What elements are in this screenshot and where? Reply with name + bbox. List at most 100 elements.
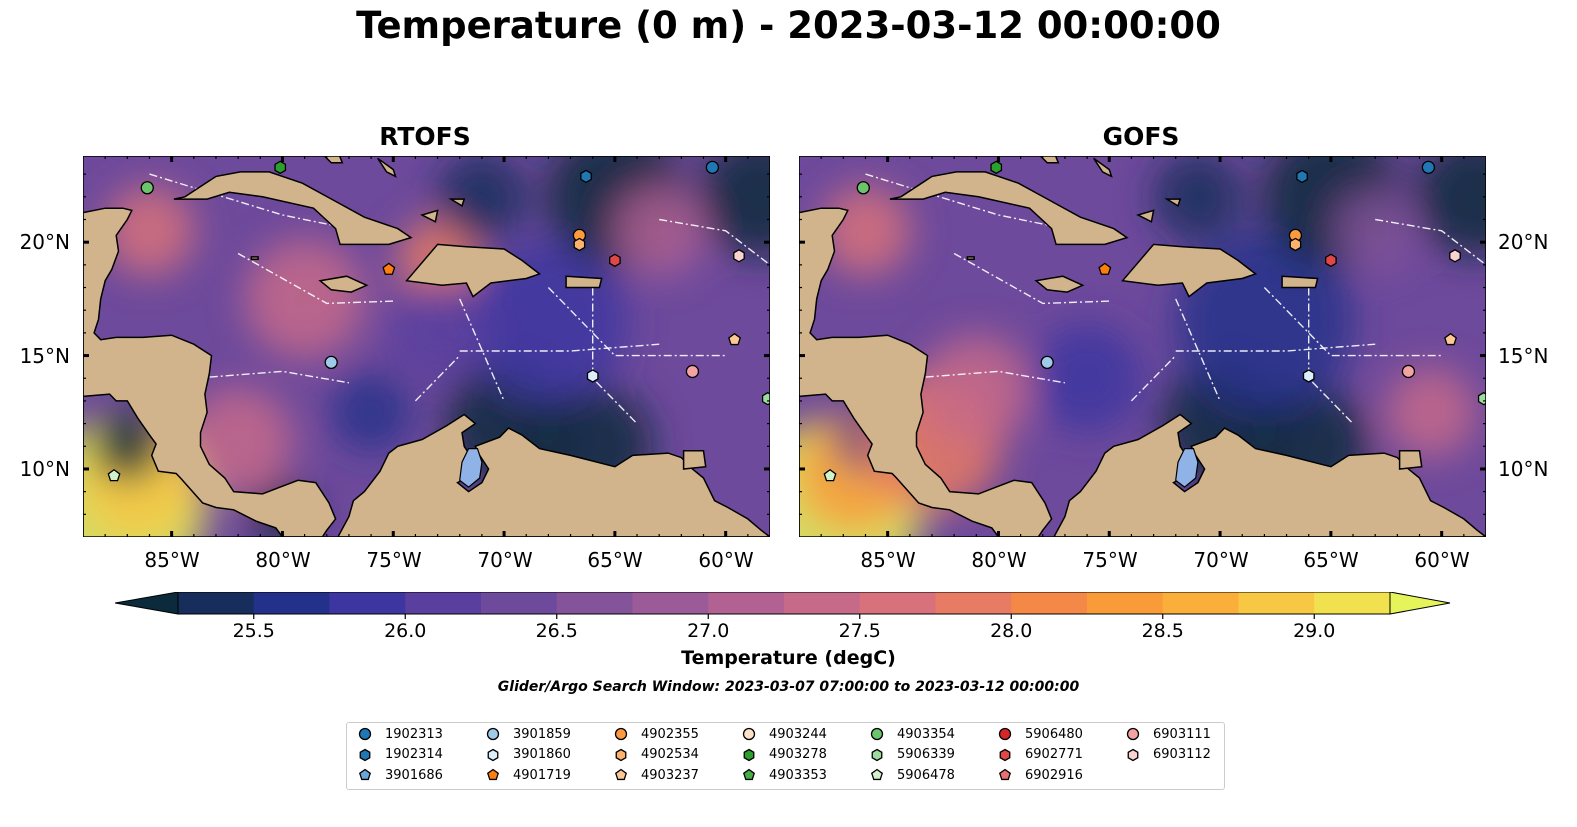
- legend-item-6903111: 6903111: [1125, 726, 1211, 742]
- legend-marker: [870, 727, 884, 741]
- legend-item-1902314: 1902314: [357, 747, 443, 763]
- float-marker-1902314: [1296, 169, 1308, 184]
- float-marker-6903111: [1401, 364, 1416, 379]
- legend-label: 1902313: [385, 726, 443, 742]
- legend-label: 3901686: [385, 767, 443, 783]
- lon-tick-label: 70°W: [1193, 548, 1249, 572]
- legend-marker: [358, 727, 372, 741]
- lat-tick-label: 15°N: [19, 344, 70, 368]
- legend-marker: [359, 748, 371, 761]
- float-marker-3901859: [324, 355, 338, 370]
- colorbar-segment: [253, 592, 330, 614]
- legend-label: 4903244: [769, 726, 827, 742]
- map-rtofs: [83, 156, 770, 537]
- lon-tick-label: 60°W: [698, 548, 754, 572]
- land-hispaniola: [1121, 243, 1258, 298]
- colorbar-over: [1389, 592, 1451, 615]
- legend-item-5906480: 5906480: [997, 726, 1083, 742]
- hexagon-marker-icon: [359, 748, 371, 761]
- float-marker-3901859: [1040, 355, 1054, 370]
- legend-label: 4903354: [897, 726, 955, 742]
- lat-tick-label: 10°N: [19, 457, 70, 481]
- float-marker-4903278: [274, 160, 287, 175]
- land-southamerica: [337, 413, 770, 537]
- legend-label: 6903111: [1153, 726, 1211, 742]
- legend-item-1902313: 1902313: [357, 726, 443, 742]
- float-marker-3901860: [1302, 369, 1315, 383]
- hexagon-marker-icon: [743, 748, 755, 761]
- land-hispaniola: [405, 243, 542, 298]
- circle-marker-icon: [486, 727, 500, 741]
- legend-marker: [487, 768, 499, 781]
- float-marker-4902534: [573, 237, 586, 252]
- float-marker-4902534: [1289, 237, 1302, 252]
- land-bahamas3: [1136, 209, 1155, 223]
- colorbar-tick-label: 25.5: [233, 620, 275, 642]
- lon-tick-label: 75°W: [1082, 548, 1138, 572]
- legend-marker: [615, 768, 627, 781]
- legend-item-4902355: 4902355: [613, 726, 699, 742]
- legend-item-4901719: 4901719: [485, 767, 571, 783]
- land-grandcayman: [250, 256, 259, 260]
- hexagon-marker-icon: [615, 748, 627, 761]
- lat-tick-label: 20°N: [19, 230, 70, 254]
- legend-label: 5906480: [1025, 726, 1083, 742]
- legend-item-4903353: 4903353: [741, 767, 827, 783]
- hexagon-marker-icon: [999, 748, 1011, 761]
- colorbar-tick-label: 28.0: [990, 620, 1032, 642]
- land-turks: [448, 198, 466, 208]
- legend-label: 5906339: [897, 747, 955, 762]
- float-marker-1902313: [705, 160, 720, 174]
- legend-marker: [486, 727, 500, 741]
- legend-item-6902916: 6902916: [997, 767, 1083, 783]
- circle-marker-icon: [742, 727, 756, 741]
- legend-label: 6902771: [1025, 747, 1083, 762]
- circle-marker-icon: [1126, 727, 1140, 741]
- lat-tick-label: 10°N: [1498, 457, 1549, 481]
- colorbar-under: [115, 592, 179, 615]
- colorbar-segment: [784, 592, 861, 614]
- pentagon-marker-icon: [999, 768, 1011, 781]
- lat-tick-label: 15°N: [1498, 344, 1549, 368]
- float-marker-6903112: [733, 249, 745, 263]
- legend-item-4902534: 4902534: [613, 747, 699, 763]
- colorbar-segment: [632, 592, 709, 614]
- legend-item-4903278: 4903278: [741, 747, 827, 763]
- lon-tick-label: 65°W: [1303, 548, 1359, 572]
- land-trinidad: [1398, 450, 1423, 470]
- float-marker-1902314: [580, 169, 592, 184]
- colorbar-segment: [178, 592, 255, 614]
- figure-title: Temperature (0 m) - 2023-03-12 00:00:00: [356, 4, 1221, 47]
- lon-tick-label: 85°W: [860, 548, 916, 572]
- legend-item-6902771: 6902771: [997, 747, 1083, 763]
- legend-marker: [487, 748, 499, 761]
- pentagon-marker-icon: [871, 768, 883, 781]
- colorbar-segment: [1162, 592, 1239, 614]
- legend-item-6903112: 6903112: [1125, 747, 1211, 763]
- legend-item-4903244: 4903244: [741, 726, 827, 742]
- legend-marker: [871, 748, 883, 761]
- lake-maracaibo: [459, 448, 483, 488]
- float-marker-4901719: [1098, 262, 1112, 275]
- colorbar-segment: [1238, 592, 1315, 614]
- legend-marker: [743, 748, 755, 761]
- legend-label: 4903353: [769, 767, 827, 783]
- legend-marker: [614, 727, 628, 741]
- legend-label: 1902314: [385, 747, 443, 762]
- land-bahamas1: [323, 156, 344, 164]
- land-jamaica: [318, 275, 369, 293]
- colorbar-tick-label: 26.5: [536, 620, 578, 642]
- colorbar-segment: [1087, 592, 1164, 614]
- legend-marker: [871, 768, 883, 781]
- colorbar-tick-label: 26.0: [384, 620, 426, 642]
- circle-marker-icon: [614, 727, 628, 741]
- land-bahamas2: [1093, 157, 1113, 178]
- legend-marker: [999, 748, 1011, 761]
- lon-tick-label: 75°W: [366, 548, 422, 572]
- land-jamaica: [1034, 275, 1085, 293]
- land-puertorico: [565, 275, 603, 289]
- lon-tick-label: 60°W: [1414, 548, 1470, 572]
- pentagon-marker-icon: [487, 768, 499, 781]
- legend-label: 6902916: [1025, 767, 1083, 783]
- lon-tick-label: 70°W: [477, 548, 533, 572]
